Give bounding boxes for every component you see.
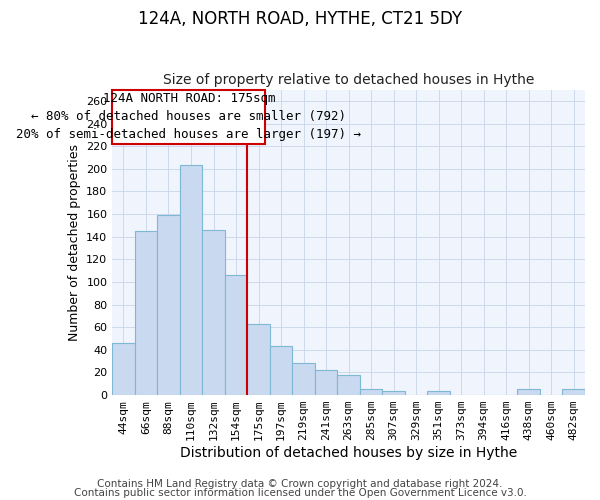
Bar — [292, 364, 315, 395]
Bar — [247, 324, 270, 395]
Bar — [270, 346, 292, 395]
Bar — [112, 343, 135, 395]
Bar — [202, 230, 225, 395]
X-axis label: Distribution of detached houses by size in Hythe: Distribution of detached houses by size … — [180, 446, 517, 460]
Title: Size of property relative to detached houses in Hythe: Size of property relative to detached ho… — [163, 73, 534, 87]
Y-axis label: Number of detached properties: Number of detached properties — [68, 144, 80, 341]
FancyBboxPatch shape — [112, 90, 265, 144]
Text: 124A NORTH ROAD: 175sqm
← 80% of detached houses are smaller (792)
20% of semi-d: 124A NORTH ROAD: 175sqm ← 80% of detache… — [16, 92, 361, 141]
Bar — [562, 390, 585, 395]
Bar — [427, 390, 450, 395]
Bar — [382, 390, 405, 395]
Text: Contains public sector information licensed under the Open Government Licence v3: Contains public sector information licen… — [74, 488, 526, 498]
Bar — [135, 231, 157, 395]
Text: 124A, NORTH ROAD, HYTHE, CT21 5DY: 124A, NORTH ROAD, HYTHE, CT21 5DY — [138, 10, 462, 28]
Bar — [517, 390, 540, 395]
Text: Contains HM Land Registry data © Crown copyright and database right 2024.: Contains HM Land Registry data © Crown c… — [97, 479, 503, 489]
Bar — [157, 215, 180, 395]
Bar — [225, 275, 247, 395]
Bar — [315, 370, 337, 395]
Bar — [180, 166, 202, 395]
Bar — [360, 390, 382, 395]
Bar — [337, 374, 360, 395]
